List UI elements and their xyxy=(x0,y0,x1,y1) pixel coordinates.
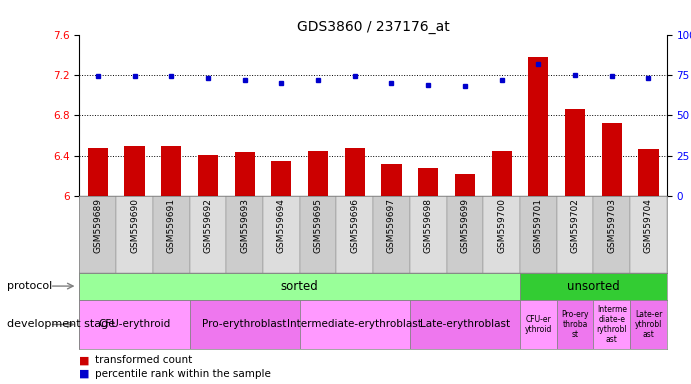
Bar xyxy=(520,300,557,349)
Bar xyxy=(565,109,585,196)
Text: GSM559697: GSM559697 xyxy=(387,198,396,253)
Bar xyxy=(88,149,108,196)
Bar xyxy=(528,57,549,196)
Text: GSM559694: GSM559694 xyxy=(277,198,286,253)
Text: Intermediate-erythroblast: Intermediate-erythroblast xyxy=(287,319,422,329)
Bar xyxy=(161,146,181,196)
Bar xyxy=(226,196,263,273)
Text: GSM559701: GSM559701 xyxy=(534,198,543,253)
Text: development stage: development stage xyxy=(7,319,115,329)
Text: ■: ■ xyxy=(79,369,93,379)
Text: GSM559704: GSM559704 xyxy=(644,198,653,253)
Text: GSM559700: GSM559700 xyxy=(497,198,506,253)
Bar xyxy=(153,196,189,273)
Bar xyxy=(630,300,667,349)
Text: Interme
diate-e
rythrobl
ast: Interme diate-e rythrobl ast xyxy=(596,305,627,344)
Text: GSM559696: GSM559696 xyxy=(350,198,359,253)
Text: GSM559690: GSM559690 xyxy=(130,198,139,253)
Text: Late-erythroblast: Late-erythroblast xyxy=(420,319,510,329)
Bar xyxy=(189,196,226,273)
Bar xyxy=(491,151,512,196)
Bar xyxy=(630,196,667,273)
Bar xyxy=(263,196,300,273)
Bar xyxy=(381,164,401,196)
Bar xyxy=(557,196,594,273)
Bar xyxy=(410,300,520,349)
Bar xyxy=(594,300,630,349)
Text: GSM559692: GSM559692 xyxy=(203,198,212,253)
Bar xyxy=(455,174,475,196)
Text: GSM559689: GSM559689 xyxy=(93,198,102,253)
Text: GSM559703: GSM559703 xyxy=(607,198,616,253)
Bar xyxy=(483,196,520,273)
Bar xyxy=(116,196,153,273)
Text: GSM559695: GSM559695 xyxy=(314,198,323,253)
Bar xyxy=(446,196,483,273)
Text: Late-er
ythrobl
ast: Late-er ythrobl ast xyxy=(635,310,662,339)
Bar xyxy=(79,300,189,349)
Bar xyxy=(520,196,557,273)
Bar xyxy=(124,146,144,196)
Bar xyxy=(418,167,438,196)
Bar xyxy=(602,123,622,196)
Bar xyxy=(345,149,365,196)
Text: GSM559699: GSM559699 xyxy=(460,198,469,253)
Bar xyxy=(308,151,328,196)
Bar xyxy=(234,152,255,196)
Bar xyxy=(638,149,659,196)
Text: GSM559693: GSM559693 xyxy=(240,198,249,253)
Text: CFU-er
ythroid: CFU-er ythroid xyxy=(524,315,552,334)
Bar xyxy=(79,273,520,300)
Text: protocol: protocol xyxy=(7,281,52,291)
Bar xyxy=(300,196,337,273)
Text: Pro-erythroblast: Pro-erythroblast xyxy=(202,319,287,329)
Bar xyxy=(410,196,446,273)
Bar xyxy=(373,196,410,273)
Text: ■: ■ xyxy=(79,355,93,365)
Bar xyxy=(79,196,116,273)
Text: sorted: sorted xyxy=(281,280,319,293)
Text: transformed count: transformed count xyxy=(95,355,192,365)
Text: unsorted: unsorted xyxy=(567,280,620,293)
Text: percentile rank within the sample: percentile rank within the sample xyxy=(95,369,271,379)
Bar xyxy=(594,196,630,273)
Title: GDS3860 / 237176_at: GDS3860 / 237176_at xyxy=(296,20,450,33)
Text: GSM559698: GSM559698 xyxy=(424,198,433,253)
Bar xyxy=(557,300,594,349)
Text: Pro-ery
throba
st: Pro-ery throba st xyxy=(561,310,589,339)
Bar xyxy=(272,161,292,196)
Text: GSM559691: GSM559691 xyxy=(167,198,176,253)
Bar xyxy=(189,300,300,349)
Bar xyxy=(520,273,667,300)
Bar xyxy=(198,154,218,196)
Text: GSM559702: GSM559702 xyxy=(571,198,580,253)
Bar xyxy=(337,196,373,273)
Text: CFU-erythroid: CFU-erythroid xyxy=(98,319,171,329)
Bar xyxy=(300,300,410,349)
